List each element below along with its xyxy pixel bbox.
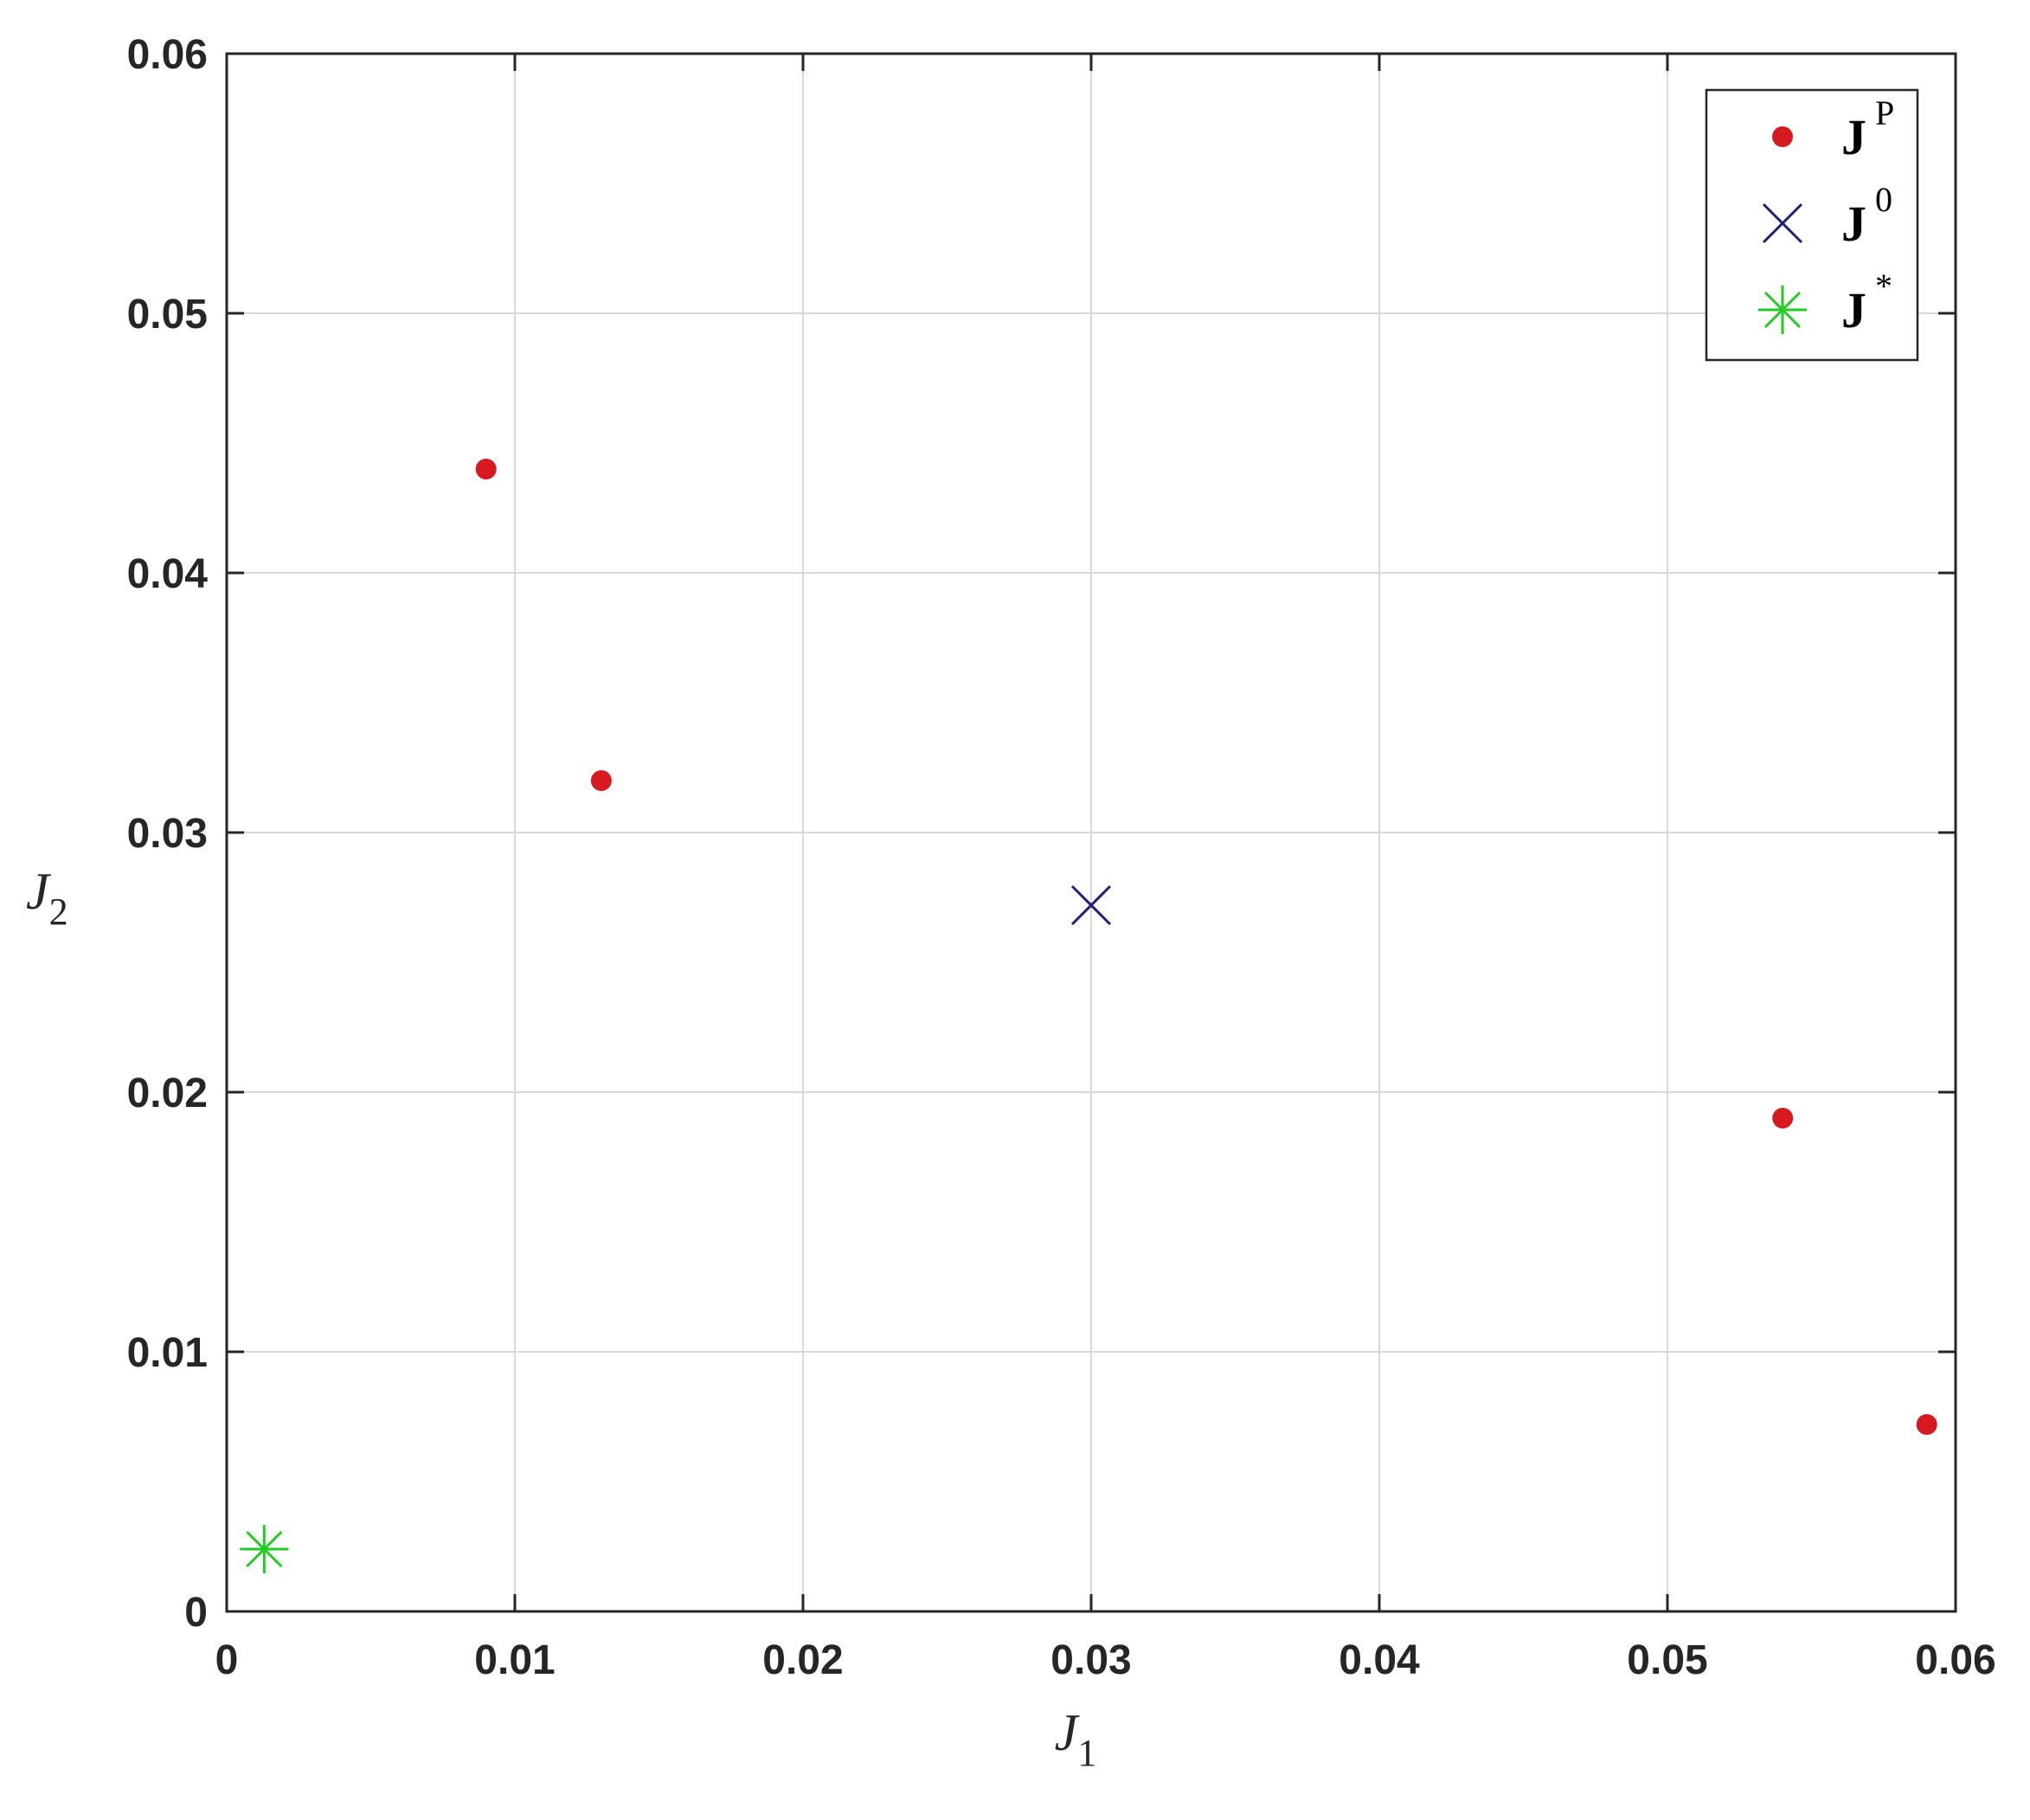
data-point-cross [1070,884,1112,926]
plot-frame [225,52,1957,1613]
y-axis-ticks: 0 0.01 0.02 0.03 0.04 0.05 0.06 [127,32,1956,1636]
x-tick-label: 0.02 [762,1637,843,1683]
x-axis-ticks: 0 0.01 0.02 0.03 0.04 0.05 0.06 [215,54,1996,1683]
x-tick-label: 0.01 [474,1637,555,1683]
y-tick-label: 0.05 [127,292,208,338]
legend-box [1705,88,1919,362]
grid-lines [227,54,1956,1611]
x-tick-label: 0.05 [1627,1637,1707,1683]
x-tick-label: 0.04 [1339,1637,1420,1683]
x-tick-label: 0.03 [1050,1637,1131,1683]
x-axis-label: J1 [1055,1704,1097,1774]
legend-marker [1772,126,1793,147]
data-point-dot [590,770,612,791]
y-tick-label: 0.04 [127,551,209,597]
legend: J P J 0 J * [1705,88,1919,362]
data-points [240,459,1937,1573]
legend-entry: J * [1841,267,1892,338]
y-tick-label: 0.01 [127,1330,208,1376]
y-axis-label: J2 [26,863,68,933]
y-tick-label: 0.03 [127,811,208,857]
legend-marker [1762,203,1803,244]
data-point-dot [1772,1108,1794,1129]
data-point-dot [1916,1414,1937,1435]
data-point-asterisk [240,1525,289,1573]
y-tick-label: 0.06 [127,32,208,78]
y-tick-label: 0 [184,1590,208,1636]
x-tick-label: 0.06 [1915,1637,1995,1683]
x-tick-label: 0 [215,1637,239,1683]
data-point-dot [475,459,497,479]
legend-marker [1758,286,1807,334]
y-tick-label: 0.02 [127,1071,208,1116]
